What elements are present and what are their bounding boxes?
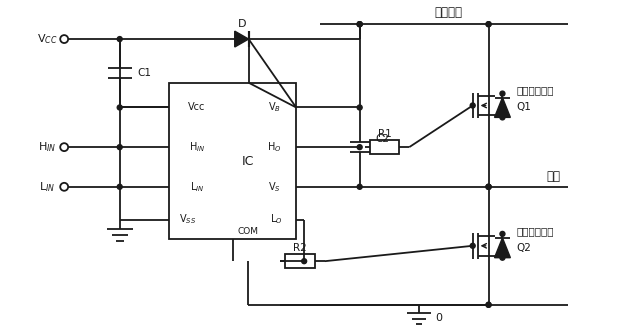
Circle shape (486, 184, 491, 189)
Polygon shape (235, 31, 248, 47)
Circle shape (470, 243, 475, 248)
Text: 负载: 负载 (546, 170, 560, 183)
Bar (170, 83, 296, 239)
Text: L$_O$: L$_O$ (270, 213, 283, 226)
Bar (285, 254, 315, 268)
Text: Vcc: Vcc (188, 102, 205, 113)
Circle shape (357, 105, 362, 110)
Circle shape (486, 22, 491, 27)
Circle shape (60, 183, 68, 191)
Circle shape (500, 232, 505, 236)
Text: L$_{IN}$: L$_{IN}$ (190, 180, 204, 194)
Circle shape (486, 302, 491, 307)
Circle shape (357, 22, 362, 27)
Circle shape (500, 115, 505, 120)
Circle shape (117, 105, 122, 110)
Text: R1: R1 (378, 129, 391, 139)
Circle shape (486, 22, 491, 27)
Circle shape (500, 255, 505, 260)
Polygon shape (495, 238, 510, 258)
Circle shape (486, 302, 491, 307)
Text: H$_{IN}$: H$_{IN}$ (38, 140, 56, 154)
Text: 下桥臂功率管: 下桥臂功率管 (516, 226, 554, 236)
Circle shape (486, 184, 491, 189)
Circle shape (500, 91, 505, 96)
Text: C1: C1 (138, 68, 152, 78)
Text: V$_S$: V$_S$ (268, 180, 281, 194)
Circle shape (470, 103, 475, 108)
Text: 0: 0 (435, 313, 442, 323)
Polygon shape (495, 97, 510, 117)
Text: H$_O$: H$_O$ (267, 140, 282, 154)
Circle shape (357, 145, 362, 150)
Text: L$_{IN}$: L$_{IN}$ (39, 180, 56, 194)
Text: V$_B$: V$_B$ (268, 101, 281, 114)
Circle shape (357, 22, 362, 27)
Text: 母线电压: 母线电压 (435, 6, 463, 19)
Text: V$_{CC}$: V$_{CC}$ (37, 32, 58, 46)
Circle shape (357, 22, 362, 27)
Circle shape (60, 35, 68, 43)
Circle shape (117, 145, 122, 150)
Text: V$_{SS}$: V$_{SS}$ (179, 213, 196, 226)
Text: COM: COM (237, 227, 259, 236)
Bar (369, 140, 399, 154)
Circle shape (60, 143, 68, 151)
Circle shape (486, 184, 491, 189)
Circle shape (117, 184, 122, 189)
Circle shape (357, 184, 362, 189)
Text: R2: R2 (293, 243, 307, 253)
Text: Q2: Q2 (516, 243, 531, 253)
Text: IC: IC (242, 154, 254, 168)
Text: 上桥臂功率管: 上桥臂功率管 (516, 86, 554, 96)
Text: Q1: Q1 (516, 102, 531, 113)
Text: D: D (237, 19, 246, 29)
Text: C2: C2 (376, 134, 390, 144)
Circle shape (301, 259, 307, 264)
Text: H$_{IN}$: H$_{IN}$ (189, 140, 205, 154)
Circle shape (117, 37, 122, 42)
